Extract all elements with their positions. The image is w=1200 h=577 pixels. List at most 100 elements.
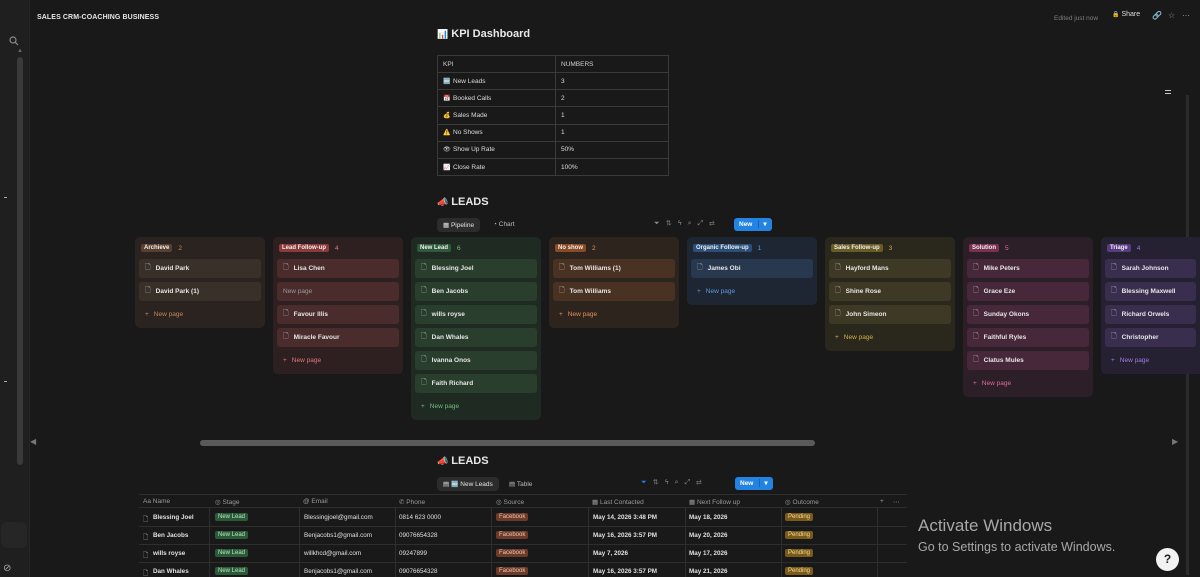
more-icon[interactable]: ⋯ [893,499,900,506]
add-column-icon[interactable]: + [880,498,884,505]
sort-icon[interactable]: ⇅ [665,220,678,227]
lead-card[interactable]: 🗋 Dan Whales [415,328,537,347]
lead-card[interactable]: 🗋 Ivanna Onos [415,351,537,370]
column-header-last-contacted[interactable]: ▦ Last Contacted [592,498,644,506]
table-row[interactable]: 🗋 wills royse New Lead willkhcd@gmail.com 09… [139,545,907,563]
cell-next-follow-up[interactable]: May 17, 2026 [689,550,728,557]
lead-card[interactable]: 🗋 Hayford Mans [829,259,951,278]
outcome-badge[interactable]: Pending [785,531,814,539]
kpi-header-cell[interactable]: NUMBERS [555,55,669,73]
link-icon[interactable]: 🔗 [1152,11,1162,20]
new-page-button[interactable]: + New page [829,328,951,347]
expand-icon[interactable]: ⤢ [697,220,710,227]
sidebar-toggle-button[interactable] [1,522,27,548]
lead-card[interactable]: 🗋 Blessing Maxwell [1105,282,1196,301]
tab-new-leads[interactable]: ▤ 🆕 New Leads [437,477,499,491]
cell-email[interactable]: willkhcd@gmail.com [304,550,362,557]
chevron-down-icon[interactable]: ▾ [759,479,768,487]
kpi-header-cell[interactable]: KPI [437,55,556,73]
kpi-value-cell[interactable]: 2 [555,89,669,108]
share-button[interactable]: 🔒 Share [1112,11,1140,18]
search-icon[interactable]: ⌕ [687,220,698,227]
lead-card[interactable]: 🗋 David Park (1) [139,282,261,301]
column-header-email[interactable]: @ Email [303,498,328,505]
lead-card[interactable]: 🗋 James Obi [691,259,813,278]
lead-card[interactable]: 🗋 wills royse [415,305,537,324]
kpi-label-cell[interactable]: 📈 Close Rate [437,157,556,177]
star-icon[interactable]: ☆ [1168,11,1176,20]
source-badge[interactable]: Facebook [496,531,529,539]
column-header[interactable]: Triage 4 [1105,241,1196,255]
stage-badge[interactable]: New Lead [215,531,249,539]
column-header-phone[interactable]: ✆ Phone [399,498,425,506]
cell-last-contacted[interactable]: May 7, 2026 [593,550,629,557]
column-header-name[interactable]: Aa Name [143,498,170,505]
table-row[interactable]: 🗋 Blessing Joel New Lead Blessingjoel@gmail… [139,509,907,527]
automation-icon[interactable]: ϟ [677,220,688,227]
more-icon[interactable]: ⋯ [1182,11,1190,20]
stage-badge[interactable]: New Lead [215,549,249,557]
scroll-up-icon[interactable]: ▲ [17,48,23,54]
cell-phone[interactable]: 09247899 [399,550,428,557]
tab-chart[interactable]: ◔ Chart [487,218,521,231]
lead-card[interactable]: 🗋 Richard Orwels [1105,305,1196,324]
cell-last-contacted[interactable]: May 14, 2026 3:48 PM [593,514,658,521]
cell-name[interactable]: wills royse [153,550,186,557]
lead-card[interactable]: 🗋 Clatus Mules [967,351,1089,370]
cell-phone[interactable]: 0814 623 0000 [399,514,442,521]
lead-card[interactable]: 🗋 Sarah Johnson [1105,259,1196,278]
cell-next-follow-up[interactable]: May 18, 2026 [689,514,728,521]
lead-card[interactable]: 🗋 Grace Eze [967,282,1089,301]
settings-icon[interactable]: ⇄ [709,220,721,227]
cell-next-follow-up[interactable]: May 20, 2026 [689,532,728,539]
new-page-button[interactable]: + New page [277,351,399,370]
column-header[interactable]: Archieve 2 [139,241,261,255]
table-row[interactable]: 🗋 Dan Whales New Lead Benjacobs1@gmail.com 0… [139,563,907,577]
sort-icon[interactable]: ⇅ [652,479,665,486]
new-page-button[interactable]: + New page [553,305,675,324]
column-header-stage[interactable]: ◎ Stage [215,498,239,506]
new-page-button[interactable]: + New page [1105,351,1196,370]
source-badge[interactable]: Facebook [496,567,529,575]
source-badge[interactable]: Facebook [496,513,529,521]
kpi-label-cell[interactable]: ⚠️ No Shows [437,123,556,142]
column-header-outcome[interactable]: ◎ Outcome [785,498,819,506]
lead-card[interactable]: 🗋 Lisa Chen [277,259,399,278]
cell-phone[interactable]: 09076654328 [399,568,438,575]
kpi-value-cell[interactable]: 100% [555,157,669,177]
cell-email[interactable]: Blessingjoel@gmail.com [304,514,373,521]
new-page-button[interactable]: + New page [967,374,1089,393]
lead-card[interactable]: 🗋 David Park [139,259,261,278]
outcome-badge[interactable]: Pending [785,513,814,521]
outline-icon[interactable] [1165,90,1173,96]
scroll-left-icon[interactable]: ◀ [30,437,37,446]
kpi-value-cell[interactable]: 3 [555,71,669,91]
filter-icon[interactable]: ⏷ [654,220,666,227]
kpi-label-cell[interactable]: 🆕 New Leads [437,71,556,91]
stage-badge[interactable]: New Lead [215,567,249,575]
cell-name[interactable]: Dan Whales [153,568,189,575]
kpi-value-cell[interactable]: 50% [555,140,669,159]
feedback-icon[interactable]: ⊘ [3,563,12,574]
lead-card[interactable]: 🗋 Blessing Joel [415,259,537,278]
new-page-button[interactable]: + New page [691,282,813,301]
tab-table[interactable]: ▤ Table [503,477,538,491]
lead-card[interactable]: 🗋 Faithful Ryles [967,328,1089,347]
cell-name[interactable]: Blessing Joel [153,514,194,521]
column-header[interactable]: Sales Follow-up 3 [829,241,951,255]
lead-card[interactable]: 🗋 Favour Illis [277,305,399,324]
column-header-next-follow-up[interactable]: ▦ Next Follow up [689,498,740,506]
filter-icon[interactable]: ⏷ [641,479,653,486]
cell-name[interactable]: Ben Jacobs [153,532,189,539]
cell-phone[interactable]: 09076654328 [399,532,438,539]
outcome-badge[interactable]: Pending [785,567,814,575]
column-header[interactable]: Solution 5 [967,241,1089,255]
new-page-button[interactable]: + New page [415,397,537,416]
lead-card[interactable]: 🗋 Miracle Favour [277,328,399,347]
cell-email[interactable]: Benjacobs1@gmail.com [304,568,372,575]
table-row[interactable]: 🗋 Ben Jacobs New Lead Benjacobs1@gmail.com 0… [139,527,907,545]
stage-badge[interactable]: New Lead [215,513,249,521]
automation-icon[interactable]: ϟ [664,479,675,486]
scroll-right-icon[interactable]: ▶ [1172,437,1179,446]
lead-card[interactable]: 🗋 Shine Rose [829,282,951,301]
